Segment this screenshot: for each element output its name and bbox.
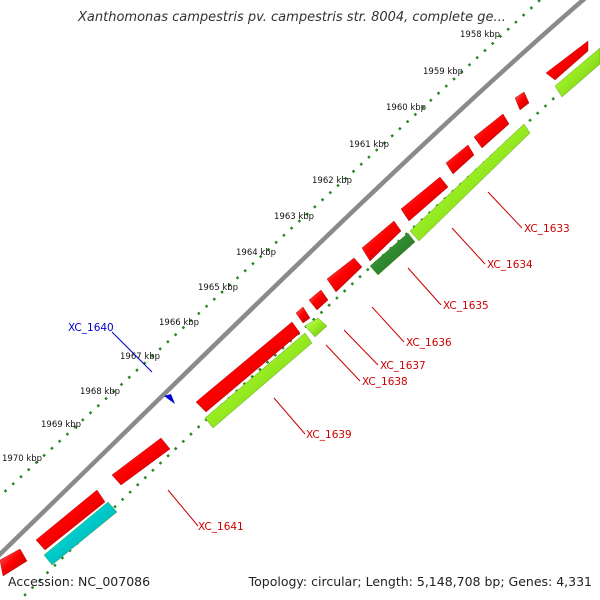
gene-arrow-xc-1639[interactable] [195, 321, 301, 413]
gene-arrow-xc-1634b[interactable] [445, 144, 475, 175]
gene-label-xc-1640[interactable]: XC_1640 [68, 322, 114, 334]
forward-genes [0, 40, 589, 577]
leader-xc-1641 [167, 489, 199, 527]
leader-lines [111, 191, 523, 527]
gene-arrow-xc-1633[interactable] [514, 91, 530, 111]
tick-label-1967: 1967 kbp [120, 352, 160, 362]
tick-label-1958: 1958 kbp [460, 30, 500, 40]
leader-xc-1634 [451, 227, 486, 265]
leader-xc-1640 [111, 331, 153, 373]
tick-label-1968: 1968 kbp [80, 387, 120, 397]
tick-label-1970: 1970 kbp [2, 454, 42, 464]
gene-label-xc-1634[interactable]: XC_1634 [487, 259, 533, 271]
leader-xc-1636 [371, 306, 405, 343]
gene-label-xc-1635[interactable]: XC_1635 [443, 300, 489, 312]
tick-label-1969: 1969 kbp [41, 420, 81, 430]
leader-xc-1637 [343, 329, 379, 366]
gene-arrow-xc-1636[interactable] [326, 257, 363, 293]
gene-arrow-xc-1639r[interactable] [204, 332, 313, 429]
gene-arrow-xc-1635b[interactable] [361, 220, 402, 262]
gene-arrow-xc-1632r[interactable] [554, 47, 600, 98]
gene-arrow-xc-1642r[interactable] [43, 501, 118, 566]
gene-arrow-xc-1642[interactable] [35, 489, 106, 551]
gene-arrow-xc-1641[interactable] [111, 437, 171, 486]
gene-label-xc-1639[interactable]: XC_1639 [306, 429, 352, 441]
outer-tick-ring [0, 0, 541, 497]
tick-label-1961: 1961 kbp [349, 140, 389, 150]
tick-label-1965: 1965 kbp [198, 283, 238, 293]
gene-arrow-xc-1643[interactable] [0, 548, 28, 577]
genome-backbone [0, 0, 587, 558]
gene-label-xc-1637[interactable]: XC_1637 [380, 360, 426, 372]
tick-label-1959: 1959 kbp [423, 67, 463, 77]
tick-label-1962: 1962 kbp [312, 176, 352, 186]
tick-label-1966: 1966 kbp [159, 318, 199, 328]
gene-label-xc-1636[interactable]: XC_1636 [406, 337, 452, 349]
tick-label-1964: 1964 kbp [236, 248, 276, 258]
tick-label-1960: 1960 kbp [386, 103, 426, 113]
gene-label-xc-1638[interactable]: XC_1638 [362, 376, 408, 388]
gene-arrow-xc-1638[interactable] [295, 306, 311, 324]
leader-xc-1633 [487, 191, 523, 229]
genome-summary: Topology: circular; Length: 5,148,708 bp… [248, 574, 592, 589]
gene-arrow-xc-1636r[interactable] [304, 317, 328, 338]
leader-xc-1635 [407, 267, 442, 306]
map-title: Xanthomonas campestris pv. campestris st… [78, 10, 506, 25]
gene-label-xc-1641[interactable]: XC_1641 [198, 521, 244, 533]
gene-arrow-xc-1637[interactable] [308, 289, 329, 311]
gene-label-xc-1633[interactable]: XC_1633 [524, 223, 570, 235]
gene-arrow-xc-1632[interactable] [545, 40, 589, 81]
gene-arrow-xc-1640[interactable] [164, 394, 175, 404]
tick-label-1963: 1963 kbp [274, 212, 314, 222]
reverse-genes [43, 47, 600, 566]
accession-label: Accession: NC_007086 [8, 574, 151, 589]
gene-arrow-xc-1634a[interactable] [473, 113, 510, 149]
gene-arrow-xc-1634r[interactable] [409, 123, 531, 242]
gene-arrow-xc-1635a[interactable] [400, 176, 449, 222]
leader-xc-1639 [273, 397, 306, 435]
leader-xc-1638 [325, 344, 361, 382]
gene-arrow-xc-1635r[interactable] [369, 232, 416, 276]
